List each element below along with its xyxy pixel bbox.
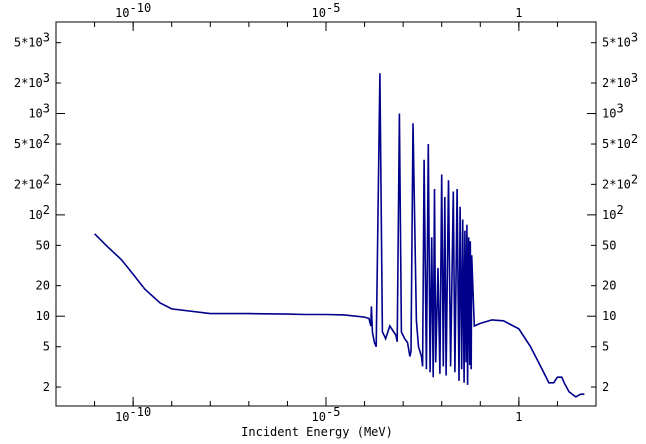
x-tick-label-exp: -10 — [130, 405, 152, 419]
y-tick-label-base: 50 — [36, 238, 50, 252]
y-tick-label-base: 5 — [43, 340, 50, 354]
y-tick-label-base: 10 — [36, 309, 50, 323]
y-tick-label: 2*102 — [14, 172, 50, 191]
y-tick-label-base: 2*10 — [14, 76, 43, 90]
x-tick-label-top-base: 10 — [312, 6, 326, 20]
x-tick-label-top-base: 10 — [115, 6, 129, 20]
y-tick-label-exp: 2 — [43, 132, 50, 146]
y-tick-label-exp: 3 — [43, 31, 50, 45]
y-tick-label-right-base: 5*10 — [602, 137, 631, 151]
plot-area-frame — [55, 21, 597, 407]
y-tick-label-right-base: 5*10 — [602, 36, 631, 50]
y-tick-label-right: 10 — [602, 309, 616, 323]
y-tick-label-exp: 2 — [43, 172, 50, 186]
x-tick-label: 10-5 — [312, 405, 341, 424]
y-tick-label-right: 2*103 — [602, 71, 638, 90]
y-tick-label-right: 2*102 — [602, 172, 638, 191]
y-tick-label-right-base: 5 — [602, 340, 609, 354]
y-tick-label-right: 103 — [602, 102, 624, 121]
y-tick-label-right-base: 2 — [602, 380, 609, 394]
y-tick-label-base: 10 — [28, 107, 42, 121]
y-tick-label: 2*103 — [14, 71, 50, 90]
x-tick-label-top: 10-5 — [312, 1, 341, 20]
x-tick-label-top: 10-10 — [115, 1, 151, 20]
x-axis-top: 10-10 10-5 1 — [55, 1, 597, 31]
series-line-0 — [94, 73, 585, 398]
y-tick-label: 5*102 — [14, 132, 50, 151]
y-tick-label: 5 — [43, 340, 50, 354]
y-tick-label-right-base: 10 — [602, 208, 616, 222]
y-tick-label-right-base: 20 — [602, 279, 616, 293]
y-tick-label: 10 — [36, 309, 50, 323]
y-tick-label-base: 5*10 — [14, 36, 43, 50]
x-tick-label-base: 10 — [115, 410, 129, 424]
y-tick-label-right: 5*102 — [602, 132, 638, 151]
x-tick-label-exp: -5 — [326, 405, 340, 419]
y-tick-label-base: 5*10 — [14, 137, 43, 151]
x-tick-label-top: 1 — [515, 6, 522, 20]
y-tick-label-right-exp: 2 — [631, 172, 638, 186]
y-tick-label-base: 2 — [43, 380, 50, 394]
x-axis-label: Incident Energy (MeV) — [241, 425, 393, 439]
x-tick-label-base: 10 — [312, 410, 326, 424]
y-tick-label-base: 2*10 — [14, 177, 43, 191]
y-tick-label-right-exp: 3 — [631, 31, 638, 45]
y-tick-label-right-base: 2*10 — [602, 177, 631, 191]
y-tick-label-right: 5 — [602, 340, 609, 354]
y-tick-label-right-exp: 3 — [616, 102, 623, 116]
y-tick-label-exp: 3 — [43, 102, 50, 116]
y-tick-label-exp: 3 — [43, 71, 50, 85]
y-tick-label: 20 — [36, 279, 50, 293]
y-tick-label-base: 20 — [36, 279, 50, 293]
x-tick-label: 1 — [515, 410, 522, 424]
x-tick-label-top-exp: -10 — [130, 1, 152, 15]
y-tick-label-right-exp: 2 — [631, 132, 638, 146]
y-tick-label: 2 — [43, 380, 50, 394]
y-tick-label-right: 50 — [602, 238, 616, 252]
x-tick-label-top-exp: -5 — [326, 1, 340, 15]
y-tick-label-exp: 2 — [43, 203, 50, 217]
x-tick-label-top-base: 1 — [515, 6, 522, 20]
x-tick-label-base: 1 — [515, 410, 522, 424]
x-tick-label: 10-10 — [115, 405, 151, 424]
series-layer — [94, 73, 585, 398]
y-tick-label: 5*103 — [14, 31, 50, 50]
x-axis-bottom: 10-10 10-5 1 — [55, 397, 597, 424]
y-tick-label-right-exp: 2 — [616, 203, 623, 217]
y-tick-label: 102 — [28, 203, 50, 222]
y-tick-label: 103 — [28, 102, 50, 121]
y-tick-label: 50 — [36, 238, 50, 252]
y-tick-label-right: 5*103 — [602, 31, 638, 50]
y-tick-label-right-base: 50 — [602, 238, 616, 252]
y-tick-label-right: 20 — [602, 279, 616, 293]
y-tick-label-base: 10 — [28, 208, 42, 222]
y-tick-label-right-base: 10 — [602, 309, 616, 323]
y-tick-label-right-base: 2*10 — [602, 76, 631, 90]
y-tick-label-right: 102 — [602, 203, 624, 222]
y-tick-label-right-exp: 3 — [631, 71, 638, 85]
y-tick-label-right: 2 — [602, 380, 609, 394]
y-tick-label-right-base: 10 — [602, 107, 616, 121]
